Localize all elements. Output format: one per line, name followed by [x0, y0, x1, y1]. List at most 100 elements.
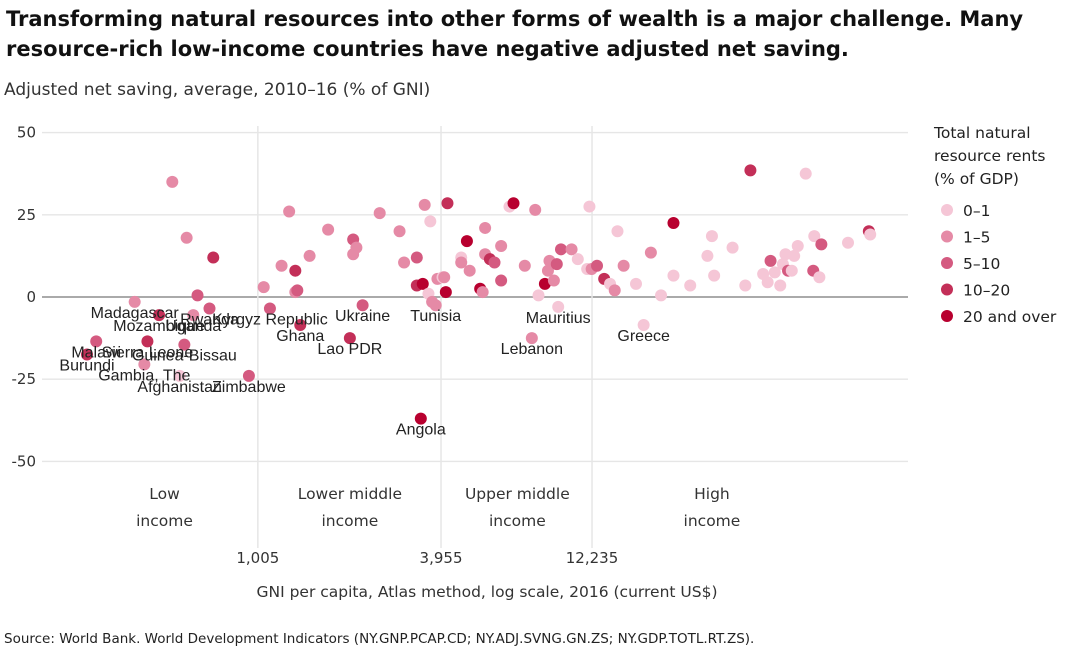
source-note: Source: World Bank. World Development In… [4, 631, 755, 647]
income-group-label: Lower middle [298, 485, 402, 503]
data-point [322, 223, 335, 236]
data-point [291, 284, 304, 297]
data-point [242, 369, 255, 382]
data-point [684, 279, 697, 292]
data-point [774, 279, 787, 292]
y-tick-label: 25 [17, 206, 36, 224]
data-point [416, 277, 429, 290]
legend-swatch [941, 257, 953, 269]
data-point [410, 251, 423, 264]
data-point [705, 230, 718, 243]
data-point [439, 286, 452, 299]
data-point [799, 167, 812, 180]
data-point [141, 335, 154, 348]
data-point [541, 264, 554, 277]
data-point [583, 200, 596, 213]
data-point [815, 238, 828, 251]
legend-item-label: 1–5 [963, 229, 990, 247]
data-point [289, 264, 302, 277]
data-point [608, 284, 621, 297]
data-point [187, 309, 200, 322]
data-point [518, 259, 531, 272]
data-point [373, 207, 386, 220]
data-points [80, 164, 877, 425]
data-point [441, 197, 454, 210]
data-point [768, 266, 781, 279]
data-point [611, 225, 624, 238]
data-point [275, 259, 288, 272]
data-point [726, 241, 739, 254]
x-tick-label: 12,235 [566, 549, 619, 567]
axis-labels: 50 25 0 -25 -50 1,005 3,955 12,235 Low income Lowe… [12, 124, 741, 601]
data-point [398, 256, 411, 269]
country-label: Afghanistan [137, 379, 222, 396]
data-point [571, 253, 584, 266]
data-point [791, 240, 804, 253]
data-point [667, 269, 680, 282]
legend-item-label: 5–10 [963, 255, 1000, 273]
data-point [203, 302, 216, 315]
income-group-label: income [136, 512, 193, 530]
data-point [617, 259, 630, 272]
data-point [744, 164, 757, 177]
chart-subtitle: Adjusted net saving, average, 2010–16 (%… [4, 80, 431, 100]
y-tick-label: 0 [26, 288, 36, 306]
data-point [463, 264, 476, 277]
data-point [655, 289, 668, 302]
data-point [565, 243, 578, 256]
data-point [554, 243, 567, 256]
country-label: Uganda [165, 318, 221, 335]
data-point [637, 318, 650, 331]
country-label: Zimbabwe [212, 379, 286, 396]
data-point [538, 277, 551, 290]
data-point [90, 335, 103, 348]
data-point [529, 203, 542, 216]
data-point [808, 230, 821, 243]
legend-title: (% of GDP) [934, 170, 1019, 188]
country-label: Burundi [59, 358, 114, 375]
country-label: Gambia, The [98, 367, 190, 384]
data-point [418, 198, 431, 211]
data-point [138, 358, 151, 371]
country-label: Tunisia [410, 308, 461, 325]
data-point [739, 279, 752, 292]
data-point [424, 215, 437, 228]
data-point [495, 274, 508, 287]
data-point [552, 300, 565, 313]
y-tick-label: -25 [12, 370, 37, 388]
data-point [708, 269, 721, 282]
legend-item-label: 20 and over [963, 308, 1057, 326]
legend-swatch [941, 283, 953, 296]
data-point [788, 249, 801, 262]
data-point [180, 231, 193, 244]
data-point [393, 225, 406, 238]
country-label: Ukraine [335, 308, 390, 325]
country-label: Lebanon [501, 341, 563, 358]
data-point [488, 256, 501, 269]
data-point [764, 254, 777, 267]
x-tick-label: 3,955 [420, 549, 463, 567]
data-point [283, 205, 296, 218]
country-label: Madagascar [91, 305, 180, 322]
data-point [178, 338, 191, 351]
data-point [547, 274, 560, 287]
data-point [785, 264, 798, 277]
country-label: Guinea-Bissau [132, 348, 237, 365]
country-label: Kyrgyz Republic [212, 312, 328, 329]
data-point [460, 235, 473, 248]
legend-title: Total natural [933, 124, 1031, 142]
data-point [476, 286, 489, 299]
data-point [414, 412, 427, 425]
country-label: Sierra Leone [102, 344, 194, 361]
legend-item-label: 0–1 [963, 202, 990, 220]
data-point [842, 236, 855, 249]
data-point [191, 289, 204, 302]
data-point [644, 246, 657, 259]
country-label: Malawi [71, 344, 121, 361]
data-point [438, 271, 451, 284]
legend: Total natural resource rents (% of GDP) 0–1… [933, 124, 1057, 326]
data-point [550, 258, 563, 271]
income-group-label: Upper middle [465, 485, 570, 503]
legend-swatch [941, 310, 953, 322]
